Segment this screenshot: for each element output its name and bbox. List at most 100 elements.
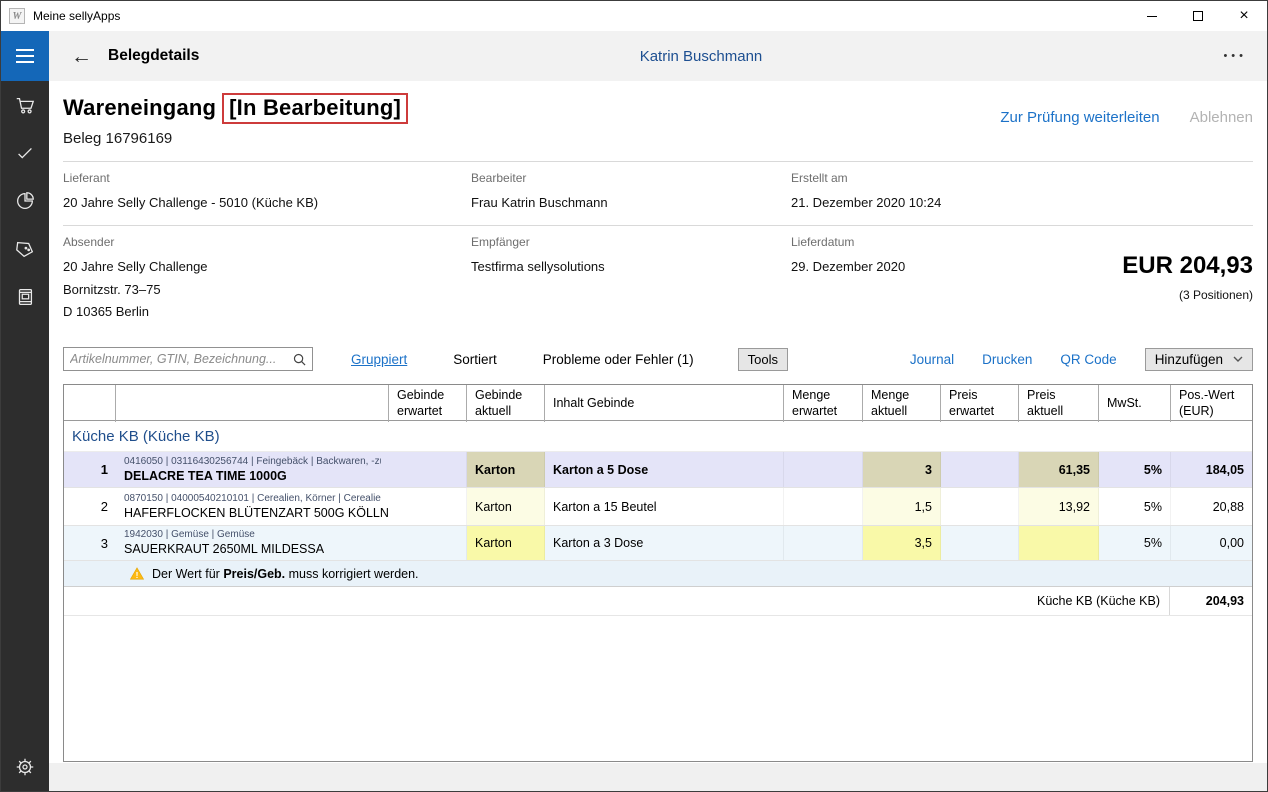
sidebar-item-cart[interactable] bbox=[1, 81, 49, 129]
gebinde-aktuell-cell[interactable]: Karton bbox=[467, 488, 545, 525]
toolbar-right-links: Journal Drucken QR Code Hinzufügen bbox=[910, 348, 1253, 371]
more-options-button[interactable]: ••• bbox=[1223, 50, 1247, 62]
pos-wert-cell: 20,88 bbox=[1171, 488, 1252, 525]
article-name: DELACRE TEA TIME 1000G bbox=[124, 468, 287, 484]
preis-aktuell-cell[interactable]: 61,35 bbox=[1019, 452, 1099, 487]
total-amount: EUR 204,93 bbox=[1122, 252, 1253, 280]
document-total: EUR 204,93 (3 Positionen) bbox=[1122, 252, 1253, 302]
menge-aktuell-cell[interactable]: 1,5 bbox=[863, 488, 941, 525]
article-cell: 1942030 | Gemüse | Gemüse SAUERKRAUT 265… bbox=[116, 526, 389, 560]
col-inhalt-gebinde[interactable]: Inhalt Gebinde bbox=[545, 385, 784, 422]
sidebar-item-tasks[interactable] bbox=[1, 129, 49, 177]
gebinde-aktuell-cell[interactable]: Karton bbox=[467, 452, 545, 487]
table-row-1[interactable]: 1 0416050 | 03116430256744 | Feingebäck … bbox=[64, 452, 1252, 488]
reject-link[interactable]: Ablehnen bbox=[1190, 109, 1253, 126]
table-row-2[interactable]: 2 0870150 | 04000540210101 | Cerealien, … bbox=[64, 488, 1252, 526]
validation-warning-row: ! Der Wert für Preis/Geb. muss korrigier… bbox=[64, 561, 1252, 586]
preis-erwartet-cell bbox=[941, 488, 1019, 525]
article-cell: 0416050 | 03116430256744 | Feingebäck | … bbox=[116, 452, 389, 487]
qr-code-link[interactable]: QR Code bbox=[1060, 352, 1116, 367]
col-menge-erwartet[interactable]: Menge erwartet bbox=[784, 385, 863, 422]
gebinde-erwartet-cell bbox=[389, 488, 467, 525]
document-type: Wareneingang bbox=[63, 95, 216, 120]
field-value: Frau Katrin Buschmann bbox=[471, 192, 791, 215]
search-icon bbox=[293, 353, 306, 366]
preis-erwartet-cell bbox=[941, 526, 1019, 560]
forward-for-review-link[interactable]: Zur Prüfung weiterleiten bbox=[1000, 109, 1159, 126]
col-gebinde-aktuell[interactable]: Gebinde aktuell bbox=[467, 385, 545, 422]
menge-erwartet-cell bbox=[784, 452, 863, 487]
search-box[interactable] bbox=[63, 347, 313, 371]
field-value-line: 20 Jahre Selly Challenge bbox=[63, 256, 471, 279]
col-preis-erwartet[interactable]: Preis erwartet bbox=[941, 385, 1019, 422]
journal-link[interactable]: Journal bbox=[910, 352, 954, 367]
tools-button[interactable]: Tools bbox=[738, 348, 788, 371]
preis-aktuell-cell[interactable] bbox=[1019, 526, 1099, 560]
article-meta: 1942030 | Gemüse | Gemüse bbox=[124, 528, 255, 541]
minimize-button[interactable] bbox=[1129, 1, 1175, 31]
filter-probleme-fehler[interactable]: Probleme oder Fehler (1) bbox=[543, 352, 694, 367]
app-header: ← Belegdetails Katrin Buschmann ••• bbox=[1, 31, 1267, 81]
back-button[interactable]: ← bbox=[71, 46, 92, 67]
maximize-button[interactable] bbox=[1175, 1, 1221, 31]
shopping-cart-icon bbox=[14, 94, 36, 116]
positions-table: Gebinde erwartet Gebinde aktuell Inhalt … bbox=[63, 384, 1253, 762]
field-lieferant: Lieferant 20 Jahre Selly Challenge - 501… bbox=[63, 171, 471, 215]
col-pos-wert[interactable]: Pos.-Wert (EUR) bbox=[1171, 385, 1252, 422]
hamburger-menu-button[interactable] bbox=[1, 31, 49, 81]
status-badge: [In Bearbeitung] bbox=[222, 93, 408, 124]
row-number: 3 bbox=[64, 526, 116, 560]
pie-chart-icon bbox=[14, 190, 36, 212]
hinzufuegen-dropdown-button[interactable]: Hinzufügen bbox=[1145, 348, 1253, 371]
field-value-line: Bornitzstr. 73–75 bbox=[63, 279, 471, 302]
group-footer-label: Küche KB (Küche KB) bbox=[64, 587, 1170, 615]
detail-fields-row-1: Lieferant 20 Jahre Selly Challenge - 501… bbox=[63, 161, 1253, 225]
maximize-icon bbox=[1193, 11, 1203, 21]
gebinde-erwartet-cell bbox=[389, 526, 467, 560]
group-footer-total: 204,93 bbox=[1170, 587, 1252, 615]
field-value-line: D 10365 Berlin bbox=[63, 301, 471, 324]
group-header: Küche KB (Küche KB) bbox=[64, 421, 1252, 452]
col-mwst[interactable]: MwSt. bbox=[1099, 385, 1171, 422]
article-name: HAFERFLOCKEN BLÜTENZART 500G KÖLLN bbox=[124, 505, 389, 521]
drucken-link[interactable]: Drucken bbox=[982, 352, 1032, 367]
items-toolbar: Gruppiert Sortiert Probleme oder Fehler … bbox=[63, 346, 1253, 372]
filter-sortiert[interactable]: Sortiert bbox=[453, 352, 497, 367]
table-row-3[interactable]: 3 1942030 | Gemüse | Gemüse SAUERKRAUT 2… bbox=[64, 526, 1252, 561]
window-title: Meine sellyApps bbox=[33, 9, 120, 23]
checkmark-icon bbox=[14, 142, 36, 164]
close-icon: × bbox=[1239, 11, 1248, 21]
article-name: SAUERKRAUT 2650ML MILDESSA bbox=[124, 541, 324, 557]
close-button[interactable]: × bbox=[1221, 1, 1267, 31]
preis-aktuell-cell[interactable]: 13,92 bbox=[1019, 488, 1099, 525]
field-label: Erstellt am bbox=[791, 171, 1253, 185]
sidebar-item-reports[interactable] bbox=[1, 177, 49, 225]
article-cell: 0870150 | 04000540210101 | Cerealien, Kö… bbox=[116, 488, 389, 525]
chevron-down-icon bbox=[1233, 356, 1243, 362]
sidebar-item-settings[interactable] bbox=[1, 743, 49, 791]
field-erstellt-am: Erstellt am 21. Dezember 2020 10:24 bbox=[791, 171, 1253, 215]
filter-gruppiert[interactable]: Gruppiert bbox=[351, 352, 407, 367]
gebinde-erwartet-cell bbox=[389, 452, 467, 487]
gebinde-aktuell-cell[interactable]: Karton bbox=[467, 526, 545, 560]
header-user-name[interactable]: Katrin Buschmann bbox=[571, 48, 831, 65]
col-preis-aktuell[interactable]: Preis aktuell bbox=[1019, 385, 1099, 422]
field-label: Bearbeiter bbox=[471, 171, 791, 185]
field-value: Testfirma sellysolutions bbox=[471, 256, 791, 279]
book-icon bbox=[14, 286, 36, 308]
price-tag-icon bbox=[14, 238, 36, 260]
col-gebinde-erwartet[interactable]: Gebinde erwartet bbox=[389, 385, 467, 422]
gear-icon bbox=[14, 756, 36, 778]
sidebar-item-catalog[interactable] bbox=[1, 273, 49, 321]
total-positions: (3 Positionen) bbox=[1122, 288, 1253, 302]
group-footer-row: Küche KB (Küche KB) 204,93 bbox=[64, 586, 1252, 616]
warning-text: Der Wert für Preis/Geb. muss korrigiert … bbox=[152, 567, 419, 581]
back-arrow-icon: ← bbox=[71, 45, 92, 68]
menge-aktuell-cell[interactable]: 3 bbox=[863, 452, 941, 487]
menge-aktuell-cell[interactable]: 3,5 bbox=[863, 526, 941, 560]
field-value: 20 Jahre Selly Challenge - 5010 (Küche K… bbox=[63, 192, 471, 215]
col-menge-aktuell[interactable]: Menge aktuell bbox=[863, 385, 941, 422]
search-input[interactable] bbox=[70, 352, 293, 366]
document-actions: Zur Prüfung weiterleiten Ablehnen bbox=[1000, 109, 1253, 126]
sidebar-item-offers[interactable] bbox=[1, 225, 49, 273]
